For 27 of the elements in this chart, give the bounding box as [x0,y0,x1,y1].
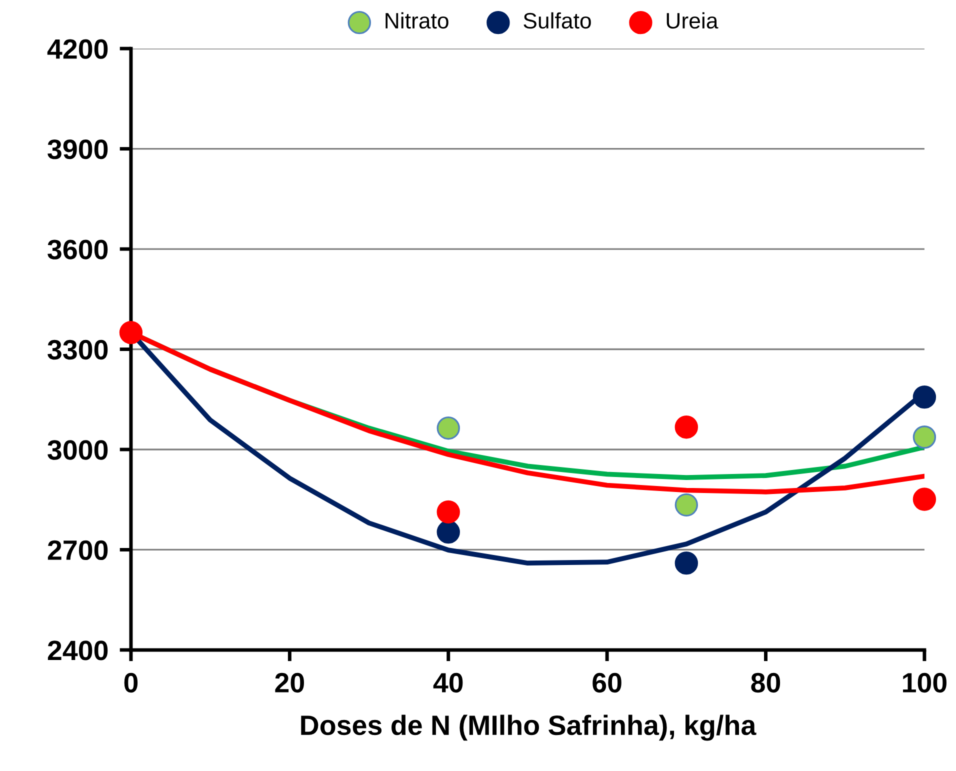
point [674,493,698,517]
point [436,416,460,440]
x-tick-label: 20 [275,672,304,693]
x-tick-label: 80 [751,672,780,693]
point [912,426,936,449]
legend-label: Nitrato [386,12,448,29]
y-tick-label: 2400 [48,640,108,660]
point [912,385,936,409]
x-tick-label: 60 [592,672,622,693]
point [674,416,698,439]
point [436,520,460,544]
point [912,488,936,511]
point [674,551,698,575]
x-tick-label: 100 [903,672,946,693]
point [436,500,460,524]
y-tick-label: 4200 [47,39,108,59]
y-tick-label: 2700 [48,540,108,560]
legend-label: Ureia [666,12,718,29]
x-axis-title: Doses de N (MIlho Safrinha), kg/ha [301,714,756,741]
y-tick-label: 3000 [48,440,108,460]
legend-label: Sulfato [524,12,591,29]
y-tick-label: 3600 [48,240,108,260]
y-tick-label: 3900 [48,139,108,160]
point [119,320,143,344]
x-tick-label: 0 [124,672,138,693]
x-tick-label: 40 [433,672,463,693]
y-tick-label: 3300 [48,340,108,360]
